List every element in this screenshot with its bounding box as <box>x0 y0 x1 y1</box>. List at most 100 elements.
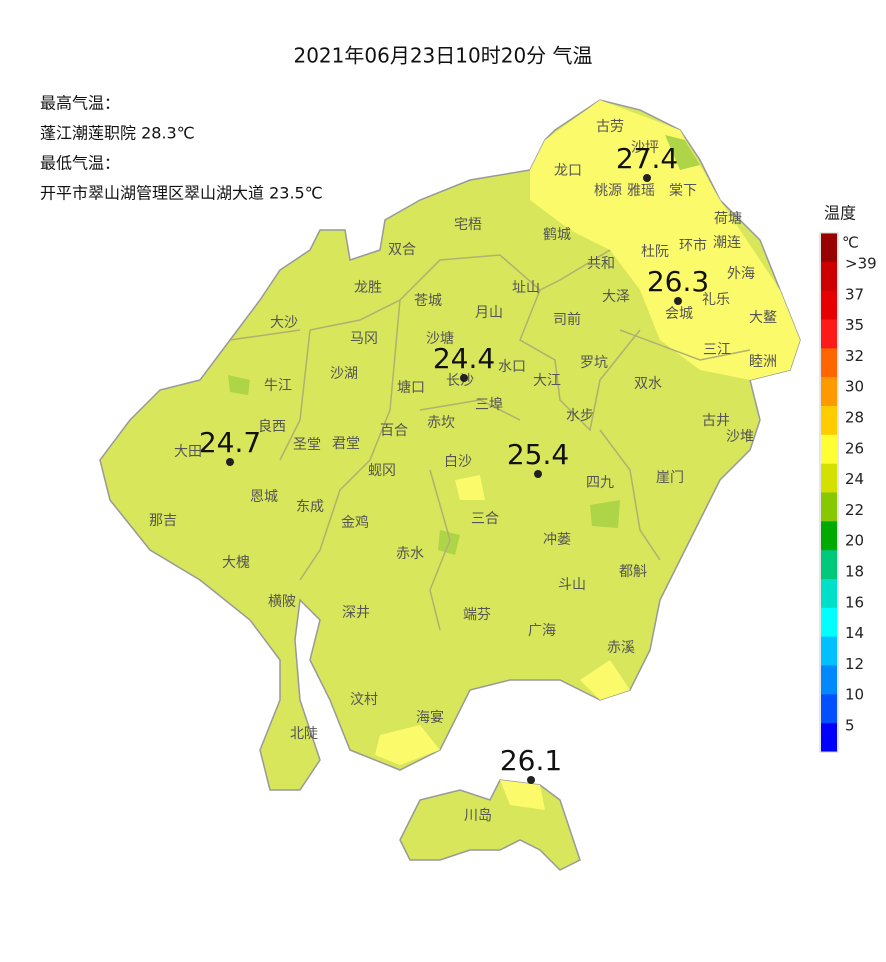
info-line: 最高气温： <box>40 94 120 113</box>
town-label: 广海 <box>528 623 556 639</box>
legend-label: 16 <box>845 593 864 611</box>
town-label: 圣堂 <box>293 437 321 453</box>
town-label: 海宴 <box>416 709 444 726</box>
legend-swatch <box>821 233 837 263</box>
town-label: 大泽 <box>602 289 630 305</box>
town-label: 罗坑 <box>580 355 608 371</box>
legend-label: 12 <box>845 655 864 673</box>
town-label: 良西 <box>258 419 286 435</box>
legend-swatch <box>821 319 837 349</box>
town-label: 棠下 <box>669 183 697 199</box>
town-label: 三合 <box>471 511 499 527</box>
town-label: 金鸡 <box>341 514 369 531</box>
town-label: 长沙 <box>446 373 474 389</box>
legend-label: 30 <box>845 378 864 396</box>
town-label: 川岛 <box>464 808 492 824</box>
town-label: 蚬冈 <box>368 463 396 479</box>
town-label: 月山 <box>475 305 503 321</box>
legend-swatch <box>821 607 837 638</box>
town-label: 外海 <box>727 266 755 282</box>
town-label: 古井 <box>702 413 730 429</box>
town-label: 沙坪 <box>631 140 659 156</box>
town-label: 潮连 <box>713 235 741 251</box>
station-dot <box>460 374 468 382</box>
legend-label: 10 <box>845 686 864 704</box>
town-label: 四九 <box>586 475 614 491</box>
legend-label: 37 <box>845 285 864 303</box>
legend-label: >39 <box>845 255 877 273</box>
town-label: 荷塘 <box>714 211 742 227</box>
legend-swatch <box>821 261 837 292</box>
legend-frame <box>819 232 839 753</box>
town-label: 百合 <box>380 423 408 439</box>
legend-swatch <box>821 377 837 407</box>
town-label: 沙塘 <box>426 331 454 347</box>
town-label: 双合 <box>388 242 416 258</box>
station-value: 24.4 <box>433 342 495 375</box>
town-label: 横陂 <box>268 594 296 610</box>
town-label: 白沙 <box>444 454 472 470</box>
town-label: 深井 <box>342 605 370 621</box>
town-label: 塘口 <box>397 380 425 396</box>
station-value: 24.7 <box>199 426 261 459</box>
legend-label: 5 <box>845 717 855 735</box>
station-value: 27.4 <box>616 142 678 175</box>
legend-label: 26 <box>845 439 864 457</box>
town-label: 沙湖 <box>330 366 358 382</box>
town-label: 三江 <box>703 342 731 358</box>
legend-label: 32 <box>845 347 864 365</box>
town-label: 大槐 <box>222 555 250 571</box>
legend-swatch <box>821 290 837 320</box>
town-label: 汶村 <box>350 691 378 708</box>
station-dot <box>674 297 682 305</box>
legend-swatch <box>821 579 837 609</box>
town-label: 大田 <box>174 444 202 460</box>
legend-label: 28 <box>845 409 864 427</box>
town-label: 水步 <box>566 408 594 424</box>
info-line: 蓬江潮莲职院 28.3℃ <box>40 124 195 143</box>
town-label: 牛江 <box>264 378 292 394</box>
town-label: 赤溪 <box>607 640 635 656</box>
info-line: 开平市翠山湖管理区翠山湖大道 23.5℃ <box>40 184 323 203</box>
info-line: 最低气温： <box>40 154 120 173</box>
legend-unit: ℃ <box>842 234 859 252</box>
legend-swatch <box>821 406 837 436</box>
station-dot <box>226 458 234 466</box>
town-label: 礼乐 <box>702 292 730 308</box>
town-label: 宅梧 <box>454 217 482 233</box>
town-label: 北陡 <box>290 726 318 742</box>
town-label: 址山 <box>512 280 540 296</box>
town-label: 龙胜 <box>354 280 382 296</box>
legend-label: 18 <box>845 563 864 581</box>
legend-swatch <box>821 636 837 666</box>
legend-label: 22 <box>845 501 864 519</box>
legend-swatch <box>821 723 837 753</box>
town-label: 古劳 <box>596 119 624 135</box>
town-label: 那吉 <box>149 513 177 529</box>
station-value: 25.4 <box>507 438 569 471</box>
town-label: 斗山 <box>558 577 586 593</box>
station-value: 26.3 <box>647 265 709 298</box>
town-label: 三埠 <box>475 396 503 413</box>
legend-swatch <box>821 521 837 551</box>
station-dot <box>534 470 542 478</box>
town-label: 睦洲 <box>749 354 777 370</box>
town-label: 雅瑶 <box>627 183 655 199</box>
town-label: 都斛 <box>619 564 647 580</box>
town-label: 赤水 <box>396 546 424 562</box>
station-dot <box>643 174 651 182</box>
town-label: 冲蒌 <box>543 532 571 548</box>
town-label: 恩城 <box>250 489 278 505</box>
town-label: 端芬 <box>463 607 491 623</box>
town-label: 共和 <box>587 256 615 272</box>
land <box>99 99 801 871</box>
legend-swatch <box>821 665 837 695</box>
town-label: 环市 <box>679 237 707 254</box>
town-label: 司前 <box>553 311 581 328</box>
town-label: 赤坎 <box>427 415 455 431</box>
legend-swatch <box>821 463 837 493</box>
town-label: 会城 <box>665 306 693 322</box>
legend-swatch <box>821 348 837 378</box>
